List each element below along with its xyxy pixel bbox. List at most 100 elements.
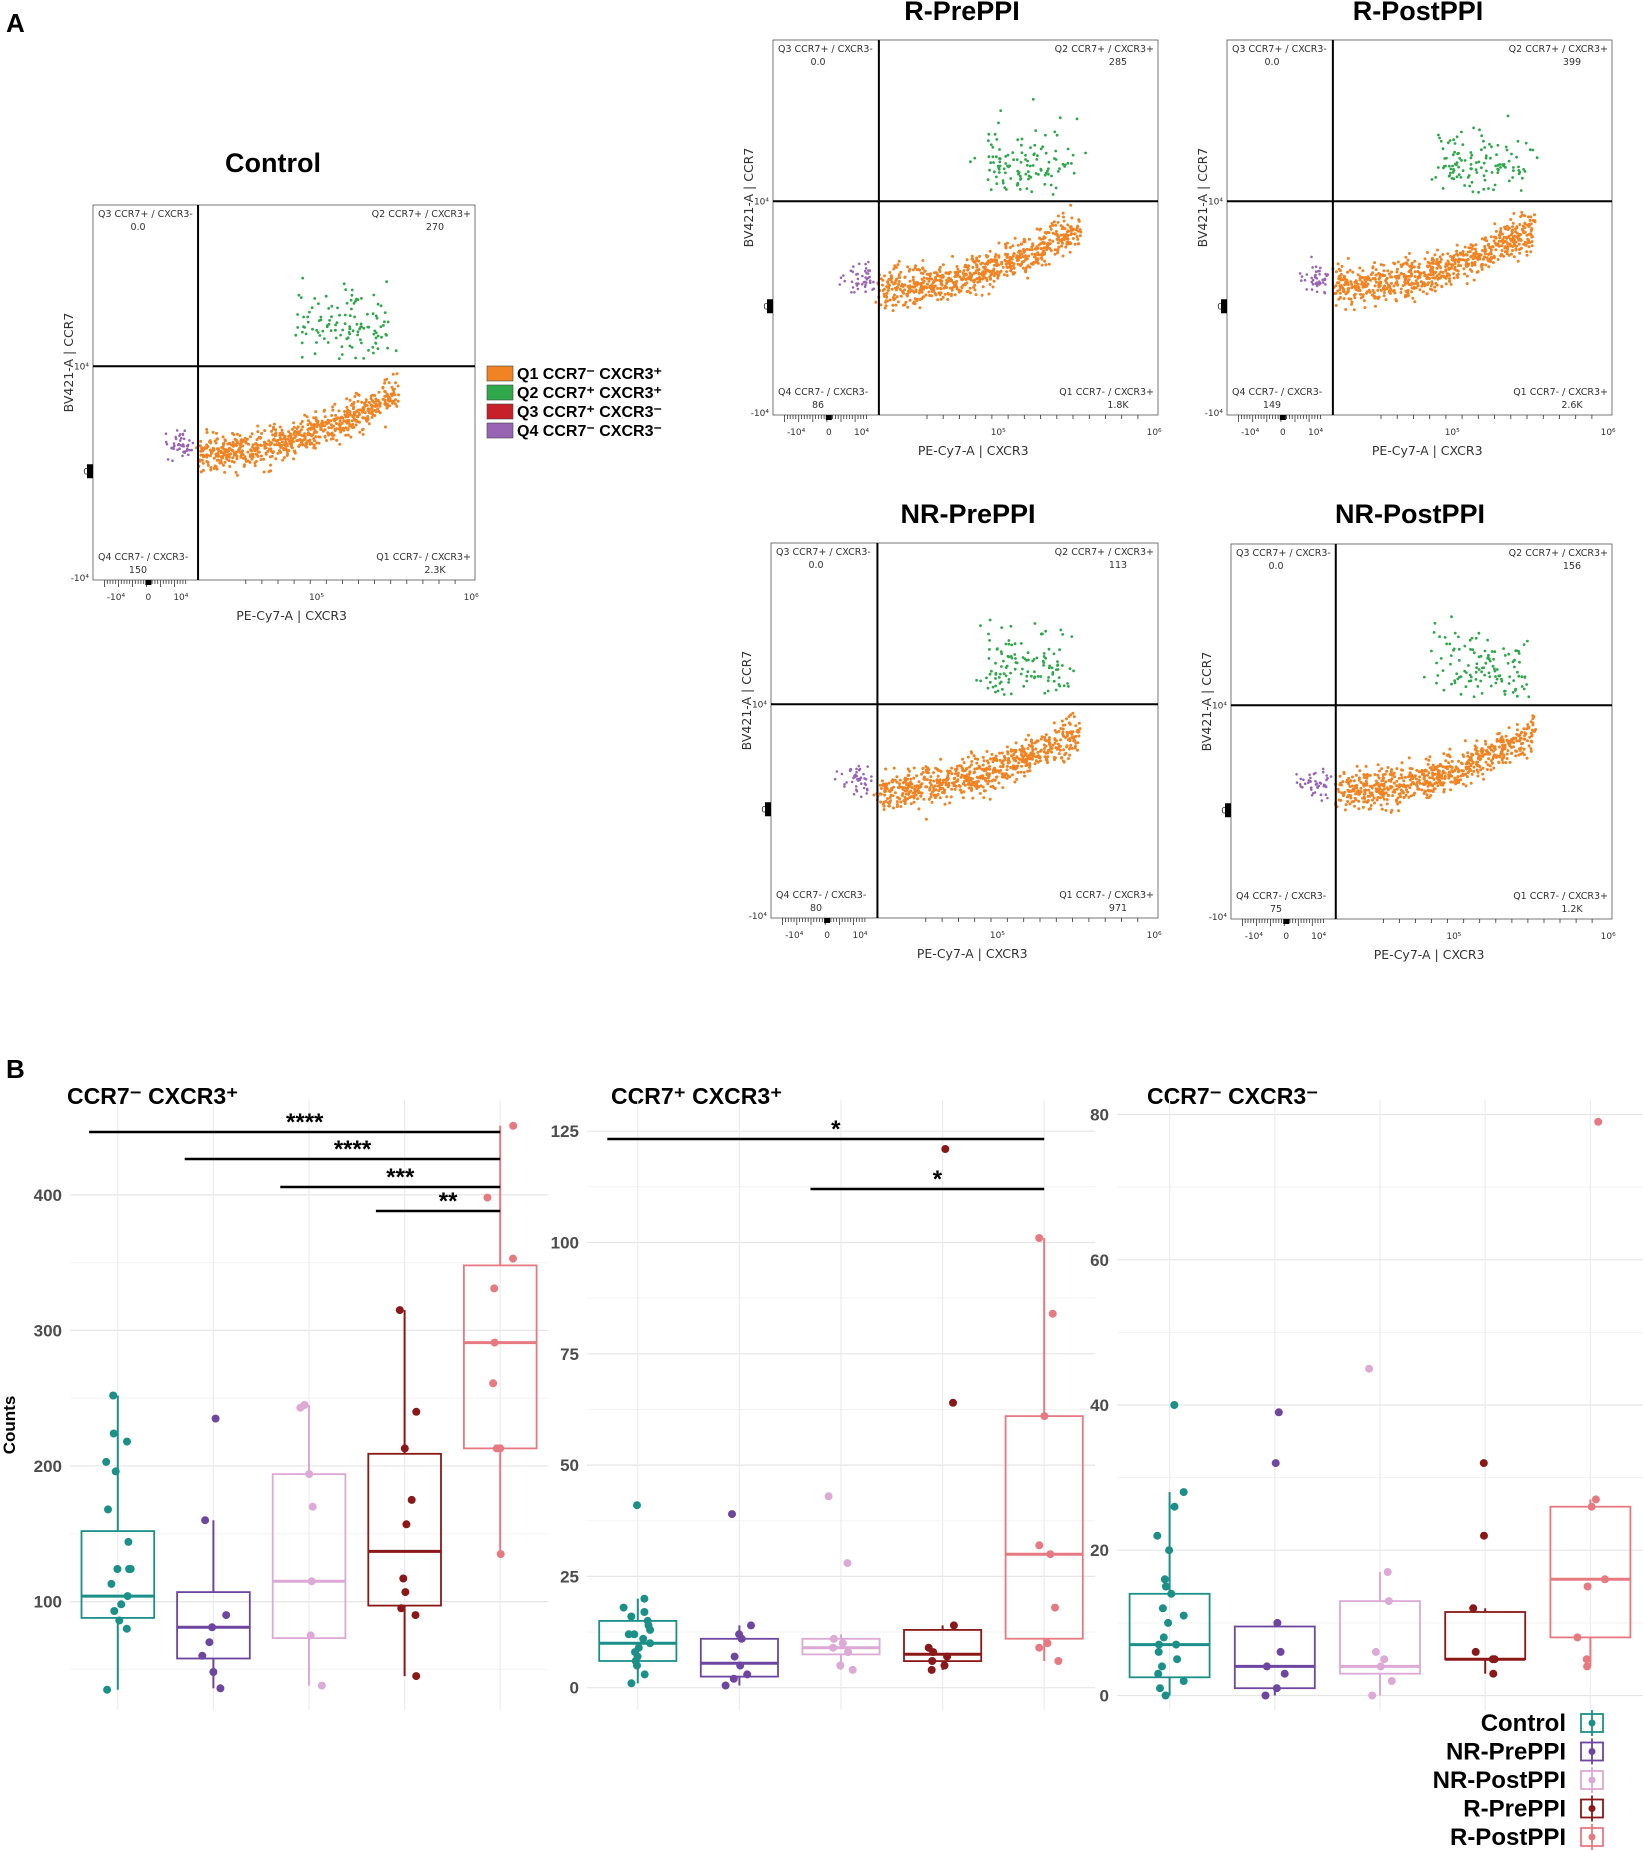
- event-dot-q1: [1379, 803, 1383, 807]
- event-dot-q1: [1347, 782, 1351, 786]
- event-dot-q1: [1529, 739, 1533, 743]
- event-dot-q1: [930, 294, 934, 298]
- event-dot-q1: [329, 419, 333, 423]
- event-dot-q1: [883, 294, 886, 298]
- event-dot-q1: [1390, 808, 1394, 812]
- event-dot-q2: [987, 155, 991, 159]
- event-dot-q2: [1443, 157, 1447, 160]
- event-dot-q2: [1058, 648, 1061, 652]
- event-dot-q1: [1501, 738, 1505, 742]
- x-axis-ticks: [1242, 919, 1593, 926]
- event-dot-q1: [1466, 754, 1470, 758]
- event-dot-q1: [1053, 738, 1057, 742]
- event-dot-q2: [1528, 148, 1532, 152]
- event-dot-q2: [1044, 656, 1047, 660]
- event-dot-q2: [315, 341, 318, 344]
- event-dot-q2: [1066, 682, 1069, 685]
- event-dot-q1: [1431, 265, 1435, 269]
- event-dot-q1: [347, 419, 351, 423]
- data-point: [1164, 1618, 1173, 1627]
- event-dot-q1: [1019, 263, 1023, 267]
- event-dot-q4: [1324, 785, 1328, 789]
- event-dot-q2: [1058, 684, 1062, 688]
- event-dot-q2: [1056, 664, 1059, 667]
- event-dot-q4: [1319, 282, 1322, 285]
- event-dot-q1: [928, 786, 932, 790]
- event-dot-q1: [1416, 787, 1420, 791]
- event-dot-q1: [1349, 796, 1353, 800]
- event-dot-q1: [939, 769, 943, 773]
- event-dot-q1: [1029, 753, 1033, 757]
- event-dot-q1: [1424, 781, 1428, 785]
- event-dot-q1: [344, 415, 348, 419]
- event-dot-q1: [1522, 747, 1526, 751]
- event-dot-q1: [235, 438, 239, 442]
- event-dot-q1: [1004, 253, 1008, 257]
- event-dot-q1: [993, 255, 997, 259]
- event-dot-q2: [1485, 169, 1488, 173]
- event-dot-q1: [1403, 280, 1407, 284]
- event-dot-q2: [301, 276, 305, 280]
- event-dot-q1: [394, 398, 397, 402]
- data-point: [1161, 1691, 1170, 1700]
- event-dot-q1: [208, 454, 212, 458]
- event-dot-q1: [1414, 286, 1418, 290]
- event-dot-q1: [897, 282, 900, 286]
- event-dot-q2: [1504, 166, 1507, 169]
- event-dot-q1: [1492, 766, 1496, 770]
- event-dot-q1: [1369, 278, 1372, 282]
- event-dot-q1: [957, 784, 961, 787]
- event-dot-q1: [1036, 252, 1040, 256]
- event-dot-q2: [1437, 133, 1440, 137]
- event-dot-q4: [850, 291, 853, 294]
- event-dot-q2: [1453, 150, 1456, 154]
- event-dot-q2: [1055, 133, 1059, 137]
- event-dot-q1: [276, 451, 280, 455]
- event-dot-q1: [1056, 241, 1060, 245]
- event-dot-q2: [1488, 659, 1492, 663]
- event-dot-q1: [1473, 254, 1476, 258]
- event-dot-q1: [1358, 769, 1362, 773]
- event-dot-q2: [1024, 172, 1028, 176]
- event-dot-q1: [305, 445, 309, 449]
- event-dot-q1: [1480, 262, 1484, 266]
- event-dot-q2: [1489, 684, 1493, 688]
- event-dot-q1: [363, 411, 367, 415]
- event-dot-q4: [1325, 274, 1328, 278]
- event-dot-q4: [186, 447, 189, 451]
- event-dot-q4: [178, 434, 181, 438]
- event-dot-q1: [1066, 738, 1070, 742]
- event-dot-q1: [1008, 775, 1012, 779]
- event-dot-q1: [1341, 794, 1345, 798]
- y-tick-label: -10⁴: [71, 574, 90, 584]
- event-dot-q1: [1355, 764, 1359, 768]
- legend-swatch: [486, 365, 514, 382]
- event-dot-q1: [255, 442, 258, 446]
- event-dot-q2: [1004, 162, 1008, 165]
- event-dot-q1: [285, 448, 288, 452]
- event-dot-q2: [337, 357, 341, 360]
- event-dot-q1: [1529, 747, 1533, 751]
- significance-label: ***: [386, 1164, 415, 1191]
- event-dot-q1: [1379, 288, 1383, 292]
- event-dot-q1: [1530, 244, 1534, 248]
- event-dot-q1: [397, 393, 400, 397]
- event-dot-q2: [1436, 674, 1440, 677]
- event-dot-q1: [1068, 241, 1072, 245]
- event-dot-q1: [1505, 752, 1509, 756]
- data-point: [1274, 1408, 1283, 1417]
- event-dot-q1: [1051, 231, 1055, 235]
- event-dot-q1: [1025, 762, 1029, 766]
- event-dot-q1: [1015, 254, 1019, 258]
- event-dot-q1: [1511, 249, 1514, 252]
- event-dot-q2: [995, 138, 999, 141]
- event-dot-q2: [1483, 649, 1487, 653]
- event-dot-q4: [855, 770, 858, 774]
- event-dot-q1: [1484, 263, 1488, 267]
- event-dot-q2: [997, 121, 1000, 125]
- event-dot-q1: [1044, 263, 1048, 267]
- event-dot-q4: [870, 779, 873, 782]
- event-dot-q1: [1425, 793, 1429, 797]
- event-dot-q1: [1473, 247, 1477, 251]
- event-dot-q1: [1357, 776, 1361, 780]
